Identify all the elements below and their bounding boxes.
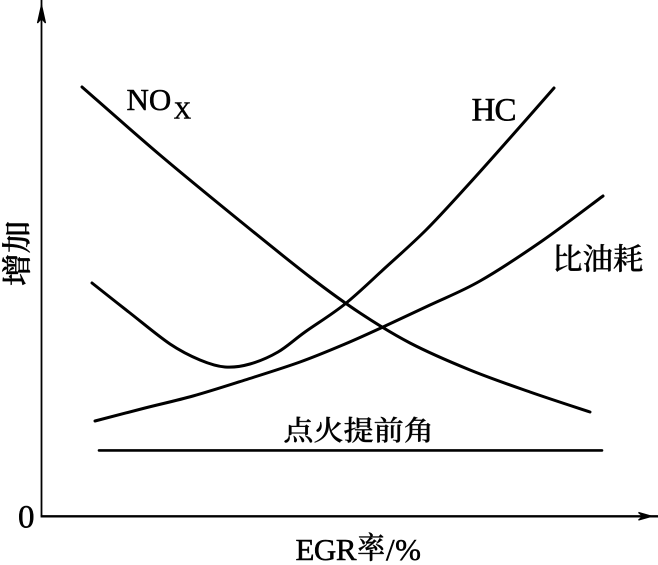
svg-text:X: X [174, 99, 191, 125]
svg-text:NO: NO [127, 82, 172, 117]
svg-text:0: 0 [18, 499, 35, 535]
svg-text:HC: HC [472, 93, 517, 129]
svg-text:EGR: EGR [296, 532, 357, 565]
svg-text:/%: /% [386, 532, 421, 565]
